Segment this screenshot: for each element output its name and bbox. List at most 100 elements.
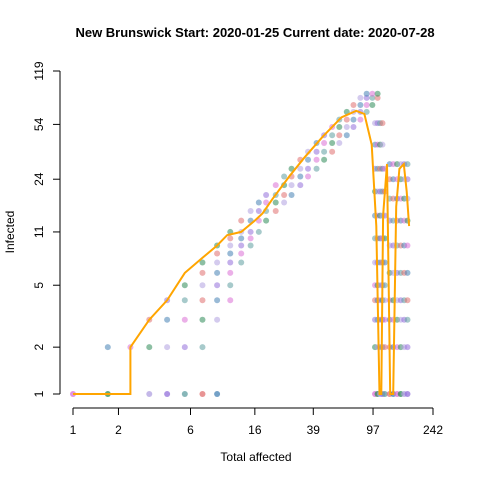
x-tick-label-16: 16	[248, 423, 262, 437]
simulation-point	[288, 191, 295, 198]
y-tick-label-24: 24	[32, 172, 46, 186]
simulation-point	[247, 242, 254, 249]
baseline-point	[214, 391, 221, 397]
x-axis-ticks: 1 2 6 16 39 97 242	[70, 408, 443, 437]
simulation-point	[381, 316, 388, 323]
simulation-point	[199, 316, 206, 323]
x-tick-label-97: 97	[366, 423, 380, 437]
y-tick-label-2: 2	[32, 343, 46, 350]
simulation-point	[404, 161, 411, 168]
simulation-point	[343, 132, 350, 139]
simulation-point	[357, 101, 364, 108]
simulation-point	[214, 269, 221, 276]
simulation-point	[181, 282, 188, 289]
simulation-point	[363, 101, 370, 108]
simulation-point	[247, 207, 254, 214]
simulation-point	[288, 182, 295, 189]
simulation-point	[227, 250, 234, 257]
simulation-point	[238, 250, 245, 257]
simulation-point	[227, 259, 234, 266]
simulation-point	[199, 259, 206, 266]
simulation-point	[255, 228, 262, 235]
simulation-point	[199, 269, 206, 276]
simulation-point	[404, 297, 411, 304]
simulation-point	[379, 120, 386, 127]
simulation-point	[255, 207, 262, 214]
simulation-point	[321, 148, 328, 155]
simulation-point	[272, 199, 279, 206]
simulation-point	[321, 140, 328, 147]
x-axis-label: Total affected	[220, 450, 291, 464]
simulation-point	[181, 297, 188, 304]
baseline-point	[181, 391, 188, 397]
simulation-cloud	[104, 90, 411, 351]
simulation-point	[272, 207, 279, 214]
y-tick-label-5: 5	[32, 282, 46, 289]
simulation-point	[214, 259, 221, 266]
y-tick-label-119: 119	[32, 61, 46, 80]
simulation-point	[329, 140, 336, 147]
simulation-point	[305, 156, 312, 163]
simulation-point	[199, 297, 206, 304]
simulation-point	[329, 132, 336, 139]
simulation-point	[146, 344, 153, 351]
simulation-point	[238, 259, 245, 266]
simulation-point	[238, 242, 245, 249]
simulation-point	[343, 116, 350, 123]
simulation-point	[263, 191, 270, 198]
simulation-point	[404, 316, 411, 323]
simulation-point	[181, 316, 188, 323]
simulation-point	[214, 250, 221, 257]
y-tick-label-54: 54	[32, 117, 46, 131]
simulation-point	[350, 101, 357, 108]
simulation-point	[350, 116, 357, 123]
simulation-point	[404, 242, 411, 249]
median-line	[73, 109, 411, 395]
simulation-point	[313, 156, 320, 163]
simulation-point	[374, 90, 381, 97]
baseline-point	[146, 391, 153, 397]
y-axis-label: Infected	[3, 211, 17, 254]
simulation-point	[336, 132, 343, 139]
simulation-point	[297, 173, 304, 180]
simulation-point	[305, 173, 312, 180]
simulation-point	[369, 90, 376, 97]
simulation-point	[104, 344, 111, 351]
simulation-point	[227, 242, 234, 249]
simulation-point	[214, 297, 221, 304]
simulation-point	[381, 297, 388, 304]
x-tick-label-2: 2	[115, 423, 122, 437]
simulation-point	[313, 148, 320, 155]
simulation-point	[263, 217, 270, 224]
x-tick-label-39: 39	[307, 423, 321, 437]
simulation-point	[164, 316, 171, 323]
y-tick-label-1: 1	[32, 390, 46, 397]
simulation-point	[381, 344, 388, 351]
baseline-point	[381, 391, 388, 397]
simulation-point	[297, 165, 304, 172]
simulation-point	[247, 235, 254, 242]
simulation-point	[305, 165, 312, 172]
baseline-point	[404, 391, 411, 397]
simulation-point	[238, 235, 245, 242]
simulation-point	[363, 90, 370, 97]
simulation-point	[227, 282, 234, 289]
simulation-point	[369, 101, 376, 108]
simulation-point	[357, 116, 364, 123]
simulation-point	[404, 344, 411, 351]
simulation-point	[227, 297, 234, 304]
x-tick-label-6: 6	[187, 423, 194, 437]
simulation-point	[329, 148, 336, 155]
simulation-point	[343, 123, 350, 130]
baseline-point	[199, 391, 206, 397]
simulation-point	[164, 344, 171, 351]
simulation-point	[181, 344, 188, 351]
simulation-point	[214, 316, 221, 323]
simulation-point	[199, 344, 206, 351]
simulation-point	[227, 269, 234, 276]
simulation-point	[199, 282, 206, 289]
simulation-point	[336, 123, 343, 130]
baseline-point	[164, 391, 171, 397]
simulation-point	[404, 269, 411, 276]
